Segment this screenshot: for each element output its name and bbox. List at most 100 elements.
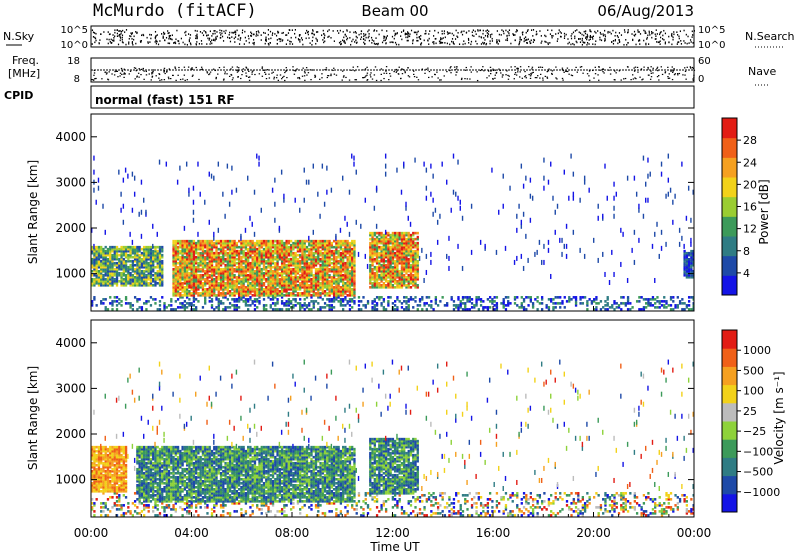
power-cell [328, 240, 330, 243]
freq-point [524, 71, 525, 72]
freq-point [372, 78, 373, 79]
freq-point [299, 78, 300, 79]
freq-point [568, 74, 569, 75]
nsky-point [295, 29, 296, 31]
nsky-point [490, 36, 491, 38]
power-cell [238, 286, 240, 289]
power-cell [177, 306, 179, 309]
power-cell [380, 302, 382, 305]
power-cell [358, 296, 360, 299]
power-cell [261, 240, 263, 243]
nsky-point [435, 38, 436, 40]
nsky-point [655, 33, 656, 35]
nsky-point [678, 36, 679, 38]
freq-point [107, 79, 108, 80]
power-cell [184, 226, 185, 231]
nsky-point [308, 34, 309, 36]
nsky-point [223, 31, 224, 33]
nsky-point [602, 33, 603, 35]
freq-point [306, 67, 307, 68]
power-cell [301, 266, 303, 269]
power-cell [157, 232, 158, 237]
nsky-point [176, 30, 177, 32]
freq-point [538, 67, 539, 68]
nsky-point [368, 37, 369, 39]
freq-point [242, 71, 243, 72]
power-cell [249, 216, 250, 221]
power-cell [351, 154, 352, 159]
nsky-point [485, 30, 486, 32]
nsky-point [444, 30, 445, 32]
freq-point [383, 73, 384, 74]
freq-point [530, 75, 531, 76]
nsky-point [614, 35, 615, 37]
power-cell [98, 270, 100, 273]
nsky-point [386, 37, 387, 39]
power-cell [231, 166, 232, 171]
power-cell [267, 270, 269, 273]
freq-unit-label: [MHz] [8, 67, 40, 80]
freq-point [304, 71, 305, 72]
nsky-point [677, 43, 678, 45]
power-cell [186, 306, 188, 309]
power-cell [197, 232, 198, 237]
nsky-point [594, 31, 595, 33]
nsearch-tick-bottom: 10^0 [698, 40, 725, 51]
nsky-point [445, 36, 446, 38]
freq-point [486, 77, 487, 78]
nave-tick-top: 60 [698, 56, 711, 67]
nsky-point [280, 41, 281, 43]
nsky-point [117, 35, 118, 37]
nsky-point [571, 35, 572, 37]
nsky-point [552, 35, 553, 37]
nsky-point [665, 33, 666, 35]
power-cell [351, 298, 353, 301]
power-cell [209, 274, 211, 277]
nsky-point [375, 37, 376, 39]
nsky-point [245, 37, 246, 39]
power-cell [367, 264, 368, 269]
power-cell [328, 304, 330, 307]
nsky-point [164, 33, 165, 35]
power-cell [283, 242, 285, 245]
power-cell [263, 282, 265, 285]
power-cell [374, 258, 376, 261]
freq-point [91, 79, 92, 80]
power-cell [385, 308, 387, 311]
freq-point [694, 70, 695, 71]
nsky-point [499, 34, 500, 36]
power-cell [288, 298, 290, 301]
power-cell [258, 162, 259, 167]
nsky-point [355, 39, 356, 41]
freq-point [587, 73, 588, 74]
nsky-point [170, 38, 171, 40]
freq-point [314, 75, 315, 76]
nsky-point [235, 36, 236, 38]
power-cell [120, 246, 122, 249]
nsky-point [521, 39, 522, 41]
nsky-point [133, 39, 134, 41]
power-cell [315, 292, 317, 295]
nsky-point [585, 37, 586, 39]
power-cell [245, 228, 246, 233]
nsky-point [141, 34, 142, 36]
freq-point [627, 66, 628, 67]
nsky-point [253, 44, 254, 46]
nsky-point [250, 35, 251, 37]
freq-point [385, 71, 386, 72]
nsky-point [109, 39, 110, 41]
power-cell [132, 256, 134, 259]
power-cell [396, 280, 398, 283]
nsky-point [155, 41, 156, 43]
freq-point [477, 80, 478, 81]
power-cell [378, 232, 380, 235]
freq-point [249, 80, 250, 81]
freq-point [122, 71, 123, 72]
freq-point [684, 67, 685, 68]
nsky-point [149, 34, 150, 36]
nsky-point [671, 33, 672, 35]
nsky-point [219, 29, 220, 31]
freq-point [679, 73, 680, 74]
freq-point [374, 74, 375, 75]
power-cell [374, 272, 376, 275]
